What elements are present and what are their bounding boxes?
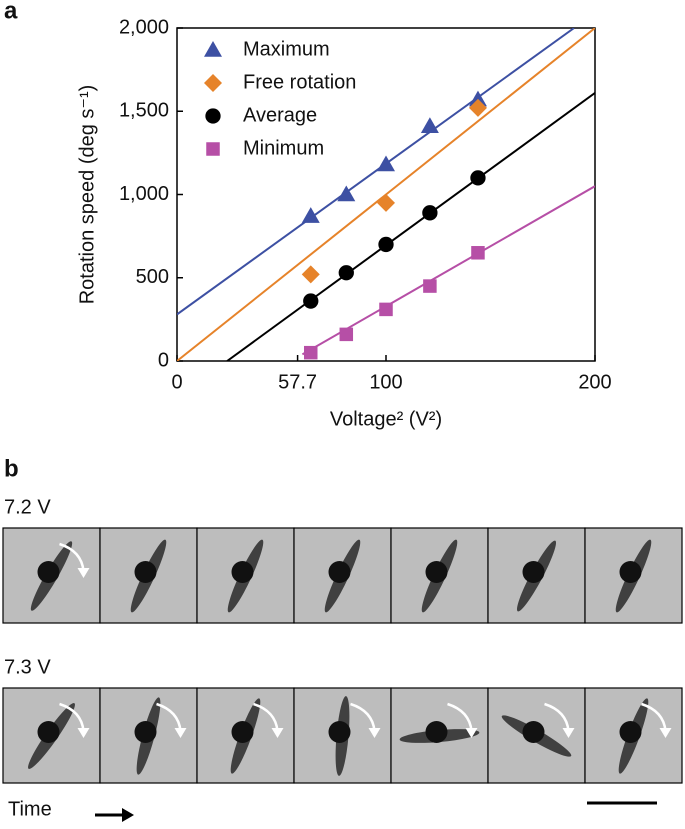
- legend-marker: [205, 108, 221, 124]
- y-tick-label: 1,000: [119, 183, 169, 205]
- rotation-arrow-head: [465, 728, 478, 738]
- legend-label: Maximum: [243, 38, 330, 60]
- marker: [338, 265, 354, 281]
- bead: [522, 561, 545, 583]
- x-tick-label: 100: [369, 371, 402, 393]
- legend-label: Average: [243, 104, 317, 126]
- legend-marker: [206, 142, 220, 156]
- fit-line: [226, 92, 595, 361]
- marker: [470, 170, 486, 186]
- marker: [304, 345, 318, 360]
- marker: [468, 90, 487, 107]
- fit-line: [177, 28, 575, 316]
- panel-label: a: [4, 0, 18, 24]
- marker: [303, 293, 319, 309]
- legend-marker: [204, 41, 222, 57]
- rotation-arrow-head: [77, 568, 90, 578]
- legend-marker: [204, 74, 222, 92]
- row-label: 7.3 V: [4, 656, 51, 678]
- legend-label: Free rotation: [243, 71, 356, 93]
- legend-label: Minimum: [243, 137, 324, 159]
- bead: [619, 561, 642, 583]
- marker: [379, 302, 393, 317]
- marker: [301, 265, 320, 284]
- y-tick-label: 500: [136, 266, 169, 288]
- panel-label: b: [4, 455, 19, 482]
- rotation-arrow: [544, 702, 570, 732]
- bead: [328, 561, 351, 583]
- marker: [377, 193, 395, 212]
- image-strips: [2, 527, 683, 784]
- marker: [337, 185, 356, 202]
- x-tick-label: 0: [171, 371, 182, 393]
- rotation-arrow-head: [562, 728, 575, 738]
- marker: [420, 117, 439, 133]
- rotation-arrow-head: [368, 728, 381, 738]
- bead: [37, 561, 60, 583]
- rotation-arrow-head: [271, 728, 284, 738]
- marker: [468, 98, 487, 117]
- bead: [37, 721, 60, 743]
- bead: [425, 721, 448, 743]
- rotation-arrow: [641, 702, 667, 732]
- rotation-arrow: [59, 542, 85, 572]
- rotation-arrow: [350, 702, 376, 732]
- marker: [423, 279, 437, 293]
- bead: [425, 561, 448, 583]
- bead: [231, 721, 254, 743]
- x-tick-label: 57.7: [278, 371, 317, 393]
- rotation-arrow-head: [77, 728, 90, 738]
- x-axis-label: Voltage² (V²): [330, 408, 442, 430]
- rotation-arrow-head: [174, 728, 187, 738]
- x-tick-label: 200: [578, 371, 611, 393]
- time-label: Time: [8, 798, 52, 820]
- bead: [328, 721, 351, 743]
- fit-line: [301, 185, 595, 356]
- chart: 0 57.7 100 200 0 500 1,000 1,500 2,000 Voltage² (…: [76, 16, 611, 430]
- bead: [522, 721, 545, 743]
- marker: [301, 207, 320, 223]
- y-axis-label: Rotation speed (deg s⁻¹): [76, 85, 98, 305]
- rotation-arrow-head: [659, 728, 672, 738]
- marker: [339, 327, 354, 342]
- marker: [422, 205, 438, 221]
- bead: [231, 561, 254, 583]
- marker: [377, 155, 395, 172]
- bead: [134, 721, 157, 743]
- rotation-arrow: [253, 702, 279, 732]
- time-arrow-head: [122, 808, 134, 822]
- rotation-arrow: [156, 702, 182, 732]
- y-tick-label: 0: [158, 349, 169, 371]
- marker: [378, 236, 394, 253]
- y-tick-label: 2,000: [119, 16, 169, 38]
- rotation-arrow: [59, 702, 85, 732]
- bead: [619, 721, 642, 743]
- row-label: 7.2 V: [4, 496, 51, 518]
- y-tick-label: 1,500: [119, 100, 169, 122]
- bead: [134, 561, 157, 583]
- rotation-arrow: [447, 702, 473, 732]
- marker: [471, 246, 485, 260]
